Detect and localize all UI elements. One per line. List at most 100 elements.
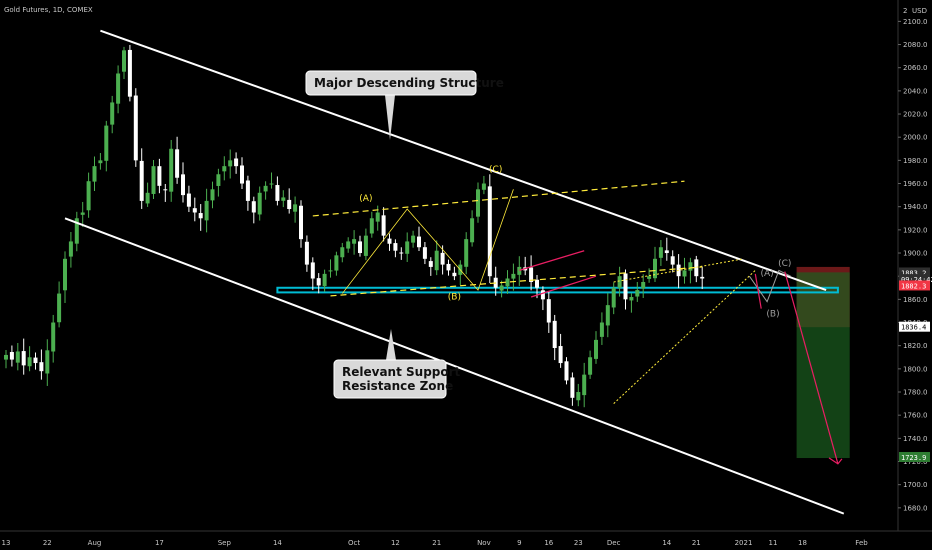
candle-body [505, 278, 510, 287]
callouts: Major Descending Structure Relevant Suppo… [305, 70, 504, 399]
candle-body [92, 166, 97, 182]
candle-body [57, 293, 62, 323]
candle-body [316, 278, 321, 286]
candle-body [216, 174, 221, 186]
candle-body [399, 252, 404, 254]
currency-label[interactable]: USD [912, 7, 927, 15]
candle-body [181, 174, 185, 196]
callout-text: Major Descending Structure [314, 76, 504, 90]
candle-body [540, 290, 545, 300]
candle-body [529, 267, 534, 282]
candle-body [63, 258, 67, 291]
candle-body [688, 262, 693, 271]
drawings: (A) (B) (C) (A) (B) (C) [64, 29, 845, 515]
y-tick-label: 1960.0 [903, 180, 928, 188]
candle-body [163, 189, 168, 191]
candle-body [186, 193, 191, 207]
x-tick-label: 18 [798, 539, 807, 547]
candle-body [653, 258, 657, 279]
candle-body [481, 183, 486, 190]
candle-body [363, 235, 368, 256]
x-tick-label: Nov [477, 539, 491, 547]
candle-body [381, 215, 386, 236]
wave-label: (A) [359, 194, 372, 204]
x-tick-label: 11 [769, 539, 778, 547]
candle-body [517, 266, 522, 275]
candle-body [694, 259, 699, 277]
scale-marker: 2 [903, 7, 907, 15]
candle-body [546, 299, 551, 323]
candle-body [417, 236, 421, 248]
price-tag-bg [899, 267, 930, 278]
candle-body [234, 158, 239, 167]
x-tick-label: 2021 [735, 539, 753, 547]
candle-body [623, 273, 628, 300]
candle-body [251, 201, 256, 213]
candle-body [204, 200, 209, 221]
y-tick-label: 2000.0 [903, 134, 928, 142]
callout-pointer [385, 95, 395, 140]
y-tick-label: 1820.0 [903, 342, 928, 350]
candle-body [145, 192, 150, 204]
candle-body [151, 166, 156, 194]
price-tag-bg [899, 451, 930, 462]
candle-body [210, 189, 215, 201]
candle-body [269, 183, 274, 185]
candle-body [4, 354, 8, 360]
candle-body [446, 263, 451, 271]
candle-body [422, 247, 427, 259]
candle-body [411, 235, 416, 243]
candle-body [487, 186, 492, 277]
candle-body [594, 339, 598, 359]
yellow-dashed-lower [330, 266, 703, 297]
candle-body [80, 212, 85, 215]
candle-body [240, 165, 244, 184]
upper-channel-line [100, 29, 827, 292]
candle-body [476, 189, 480, 217]
candle-body [192, 208, 197, 213]
candle-body [257, 192, 262, 215]
callout-box [333, 359, 447, 399]
price-tag-bg [899, 274, 930, 285]
candle-body [21, 351, 26, 366]
candle-body [222, 166, 227, 172]
time-axis[interactable]: 13 22 Aug 17 Sep 14 Oct 12 21 Nov 9 16 23 Dec 14 21 2021… [2, 539, 869, 547]
candle-body [86, 181, 91, 211]
candle-body [175, 149, 180, 178]
candle-body [299, 205, 303, 240]
y-tick-label: 1900.0 [903, 250, 928, 258]
candle-body [440, 252, 445, 265]
candle-body [287, 199, 292, 210]
candle-body [198, 213, 203, 219]
x-tick-label: Feb [855, 539, 868, 547]
candle-body [576, 392, 581, 401]
y-tick-label: 1800.0 [903, 365, 928, 373]
callout-box [305, 70, 477, 96]
candle-body [464, 239, 469, 267]
candle-body [310, 262, 315, 279]
candle-body [499, 285, 504, 291]
x-tick-label: 21 [432, 539, 441, 547]
x-tick-label: 21 [692, 539, 701, 547]
symbol-line[interactable]: Gold Futures, 1D, COMEX [4, 6, 93, 14]
candle-body [346, 241, 351, 249]
trade-zones [276, 266, 850, 459]
x-tick-label: 22 [43, 539, 52, 547]
candle-body [322, 273, 327, 287]
pink-flag-upper [519, 250, 585, 272]
y-tick-label: 1700.0 [903, 481, 928, 489]
candle-body [293, 204, 298, 212]
x-tick-label: 17 [155, 539, 164, 547]
y-tick-label: 1740.0 [903, 435, 928, 443]
candle-body [340, 247, 345, 258]
y-tick-label: 1720.0 [903, 458, 928, 466]
price-axis[interactable]: 1680.0 1700.0 1720.0 1740.0 1760.0 1780.0 1800… [898, 18, 928, 512]
candle-body [245, 180, 250, 201]
wave-label: (B) [766, 310, 779, 320]
wave-label: (B) [448, 292, 461, 302]
callout-text: Relevant Support [342, 365, 461, 379]
callout-pointer [386, 329, 396, 360]
price-tag-text: 1883.2 [901, 269, 926, 277]
